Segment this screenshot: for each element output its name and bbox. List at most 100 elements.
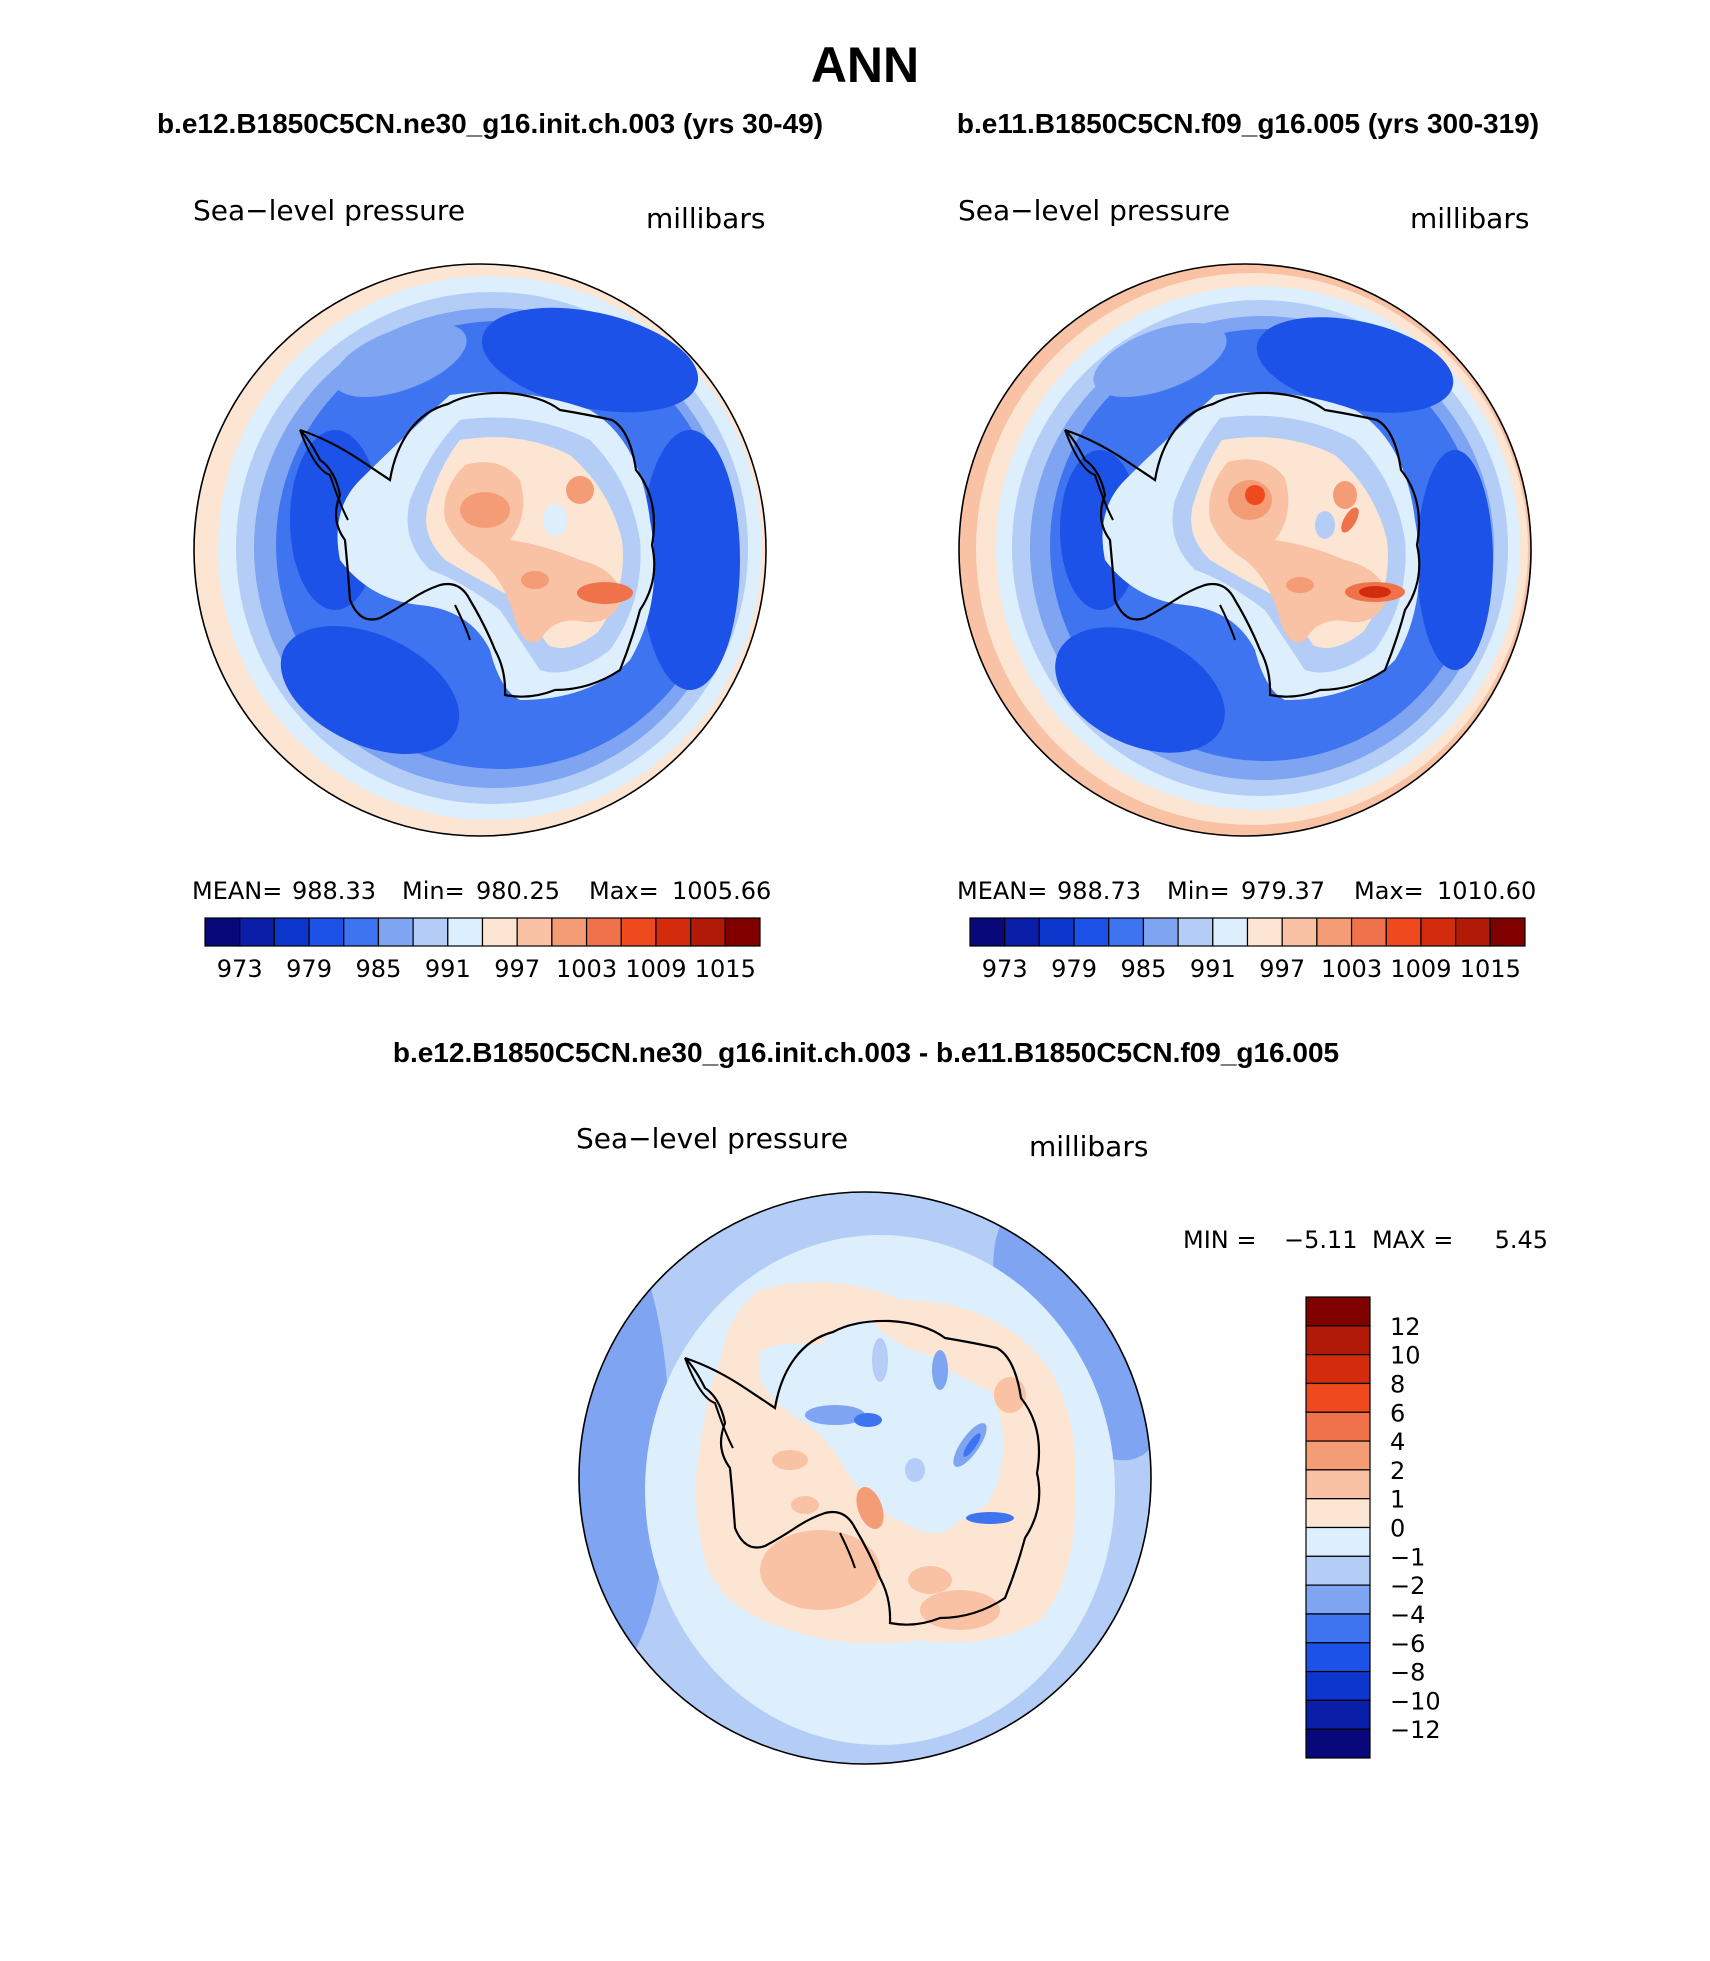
colorbar-swatch	[690, 917, 726, 947]
colorbar-swatch	[412, 917, 449, 947]
map-field	[1064, 391, 1421, 698]
colorbar-swatch	[655, 917, 692, 947]
colorbar-tick-label: 2	[1390, 1457, 1405, 1485]
map-field	[684, 1357, 856, 1569]
map-field	[1359, 586, 1391, 598]
map-field	[872, 1338, 888, 1382]
colorbar-tick-label: 991	[1190, 955, 1236, 983]
map-field	[1417, 450, 1493, 670]
colorbar-tick-label: 997	[1259, 955, 1305, 983]
map-field	[460, 492, 510, 528]
colorbar-swatch	[1142, 917, 1179, 947]
map-field	[963, 1433, 981, 1457]
map-field	[772, 1450, 808, 1470]
colorbar-swatch	[969, 917, 1006, 947]
colorbar-swatch	[1281, 917, 1318, 947]
panel-diff-variable: Sea−level pressure	[576, 1122, 848, 1155]
panel-left-colorbar: 973 979 985 991 997 1003 1009 1015	[204, 917, 761, 983]
panel-diff-max-label: MAX =	[1372, 1226, 1453, 1254]
colorbar-swatch	[1305, 1498, 1371, 1529]
map-field	[1341, 507, 1359, 533]
colorbar-swatch	[1305, 1296, 1371, 1327]
colorbar-swatch	[1489, 917, 1526, 947]
map-field	[1256, 317, 1454, 413]
panel-right-case-title: b.e11.B1850C5CN.f09_g16.005 (yrs 300-319…	[957, 108, 1539, 139]
colorbar-swatch	[1420, 917, 1457, 947]
map-field	[543, 504, 567, 536]
colorbar-tick-label: −10	[1390, 1687, 1441, 1715]
map-field	[299, 391, 656, 698]
panel-right: b.e11.B1850C5CN.f09_g16.005 (yrs 300-319…	[957, 108, 1539, 983]
panel-left-max-label: Max=	[589, 877, 659, 905]
panel-diff-map-border	[578, 1191, 1152, 1765]
colorbar-swatch	[1316, 917, 1353, 947]
colorbar-swatch	[1038, 917, 1075, 947]
colorbar-tick-label: −2	[1390, 1572, 1425, 1600]
panel-diff-min-value: −5.11	[1284, 1226, 1358, 1254]
panel-diff-map	[579, 1192, 1151, 1764]
panel-right-variable: Sea−level pressure	[958, 194, 1230, 227]
map-field	[299, 429, 471, 641]
colorbar-swatch	[1305, 1670, 1371, 1701]
map-field	[920, 1590, 1000, 1630]
colorbar-swatch	[204, 917, 241, 947]
colorbar-swatch	[1305, 1699, 1371, 1730]
colorbar-swatch	[1305, 1325, 1371, 1356]
panel-left-units: millibars	[646, 202, 765, 235]
colorbar-swatch	[551, 917, 588, 947]
colorbar-tick-label: 1015	[1460, 955, 1521, 983]
colorbar-tick-label: −6	[1390, 1630, 1425, 1658]
colorbar-tick-label: 985	[356, 955, 402, 983]
colorbar-swatch	[1212, 917, 1249, 947]
colorbar-swatch	[1350, 917, 1387, 947]
map-field	[1245, 485, 1265, 505]
colorbar-tick-label: 997	[494, 955, 540, 983]
panel-diff-minmax: MIN = −5.11 MAX = 5.45	[1183, 1226, 1548, 1254]
panel-left: b.e12.B1850C5CN.ne30_g16.init.ch.003 (yr…	[157, 108, 823, 983]
panel-left-variable: Sea−level pressure	[193, 194, 465, 227]
colorbar-tick-label: 10	[1390, 1342, 1421, 1370]
map-field	[333, 323, 467, 397]
colorbar-tick-label: −8	[1390, 1659, 1425, 1687]
panel-right-map	[959, 264, 1531, 836]
colorbar-swatch	[1305, 1584, 1371, 1615]
colorbar-swatch	[377, 917, 414, 947]
colorbar-tick-label: 1009	[1390, 955, 1451, 983]
colorbar-swatch	[1305, 1728, 1371, 1759]
panel-left-min-label: Min=	[402, 877, 465, 905]
map-field	[521, 571, 549, 589]
map-field	[1286, 577, 1314, 593]
colorbar-tick-label: 1015	[695, 955, 756, 983]
colorbar-swatch	[1108, 917, 1145, 947]
colorbar-swatch	[1385, 917, 1422, 947]
colorbar-tick-label: 973	[982, 955, 1028, 983]
colorbar-swatch	[1246, 917, 1283, 947]
colorbar-swatch	[1305, 1354, 1371, 1385]
panel-left-min-value: 980.25	[476, 877, 560, 905]
colorbar-tick-label: 12	[1390, 1313, 1421, 1341]
map-field	[1055, 627, 1225, 753]
map-field	[1064, 429, 1236, 641]
colorbar-swatch	[1305, 1411, 1371, 1442]
panel-left-max-value: 1005.66	[672, 877, 771, 905]
colorbar-tick-label: 991	[425, 955, 471, 983]
colorbar-tick-label: −1	[1390, 1543, 1425, 1571]
colorbar-swatch	[1305, 1613, 1371, 1644]
panel-right-mean-label: MEAN=	[957, 877, 1047, 905]
map-field	[966, 1512, 1014, 1524]
colorbar-swatch	[1073, 917, 1110, 947]
colorbar-tick-label: 979	[1051, 955, 1097, 983]
panel-left-map	[194, 264, 766, 836]
colorbar-tick-label: 973	[217, 955, 263, 983]
map-field	[760, 1530, 880, 1610]
panel-diff-max-value: 5.45	[1495, 1226, 1548, 1254]
map-field	[1093, 323, 1227, 397]
colorbar-swatch	[585, 917, 622, 947]
figure-title: ANN	[811, 37, 919, 93]
colorbar-swatch	[239, 917, 275, 947]
colorbar-swatch	[343, 917, 380, 947]
colorbar-tick-label: 4	[1390, 1428, 1405, 1456]
colorbar-swatch	[1305, 1642, 1371, 1673]
map-field	[640, 430, 740, 690]
